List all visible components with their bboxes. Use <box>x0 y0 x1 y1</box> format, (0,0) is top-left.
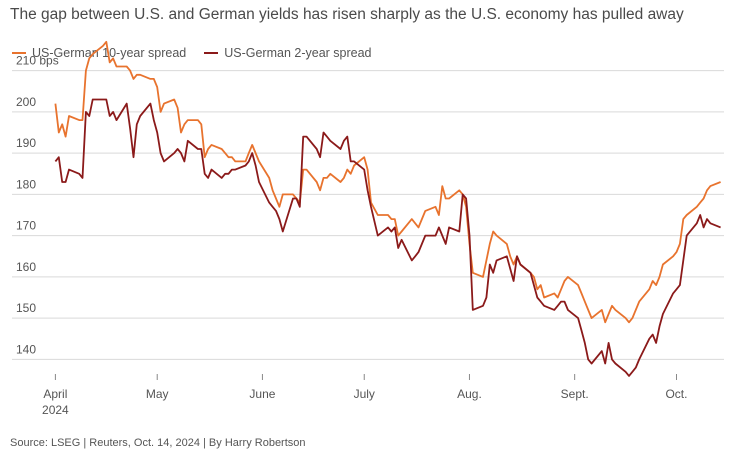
y-tick-label-200: 200 <box>16 95 36 109</box>
source-note: Source: LSEG | Reuters, Oct. 14, 2024 | … <box>10 437 306 449</box>
legend-label-10y: US-German 10-year spread <box>32 46 187 60</box>
x-tick-sublabel-0: 2024 <box>42 403 69 417</box>
legend-swatch-2y <box>204 52 219 54</box>
y-tick-label-150: 150 <box>16 301 36 315</box>
legend: US-German 10-year spread US-German 2-yea… <box>12 46 372 60</box>
chart-title: The gap between U.S. and German yields h… <box>10 6 684 23</box>
x-tick-label-3: July <box>354 387 375 401</box>
x-tick-label-6: Oct. <box>665 387 687 401</box>
x-tick-label-5: Sept. <box>561 387 589 401</box>
x-tick-label-1: May <box>146 387 169 401</box>
y-tick-label-210: 210 bps <box>16 54 59 68</box>
series-line-10y <box>54 40 721 324</box>
y-tick-label-140: 140 <box>16 342 36 356</box>
x-tick-label-4: Aug. <box>457 387 482 401</box>
x-tick-label-0: April <box>43 387 67 401</box>
legend-item-2y: US-German 2-year spread <box>204 46 372 60</box>
y-tick-label-180: 180 <box>16 177 36 191</box>
legend-swatch-10y <box>12 52 26 54</box>
y-tick-label-170: 170 <box>16 219 36 233</box>
y-tick-label-160: 160 <box>16 260 36 274</box>
legend-label-2y: US-German 2-year spread <box>224 46 372 60</box>
legend-item-10y: US-German 10-year spread <box>12 46 186 60</box>
x-tick-label-2: June <box>249 387 275 401</box>
series-line-2y <box>54 98 721 377</box>
y-tick-label-190: 190 <box>16 136 36 150</box>
